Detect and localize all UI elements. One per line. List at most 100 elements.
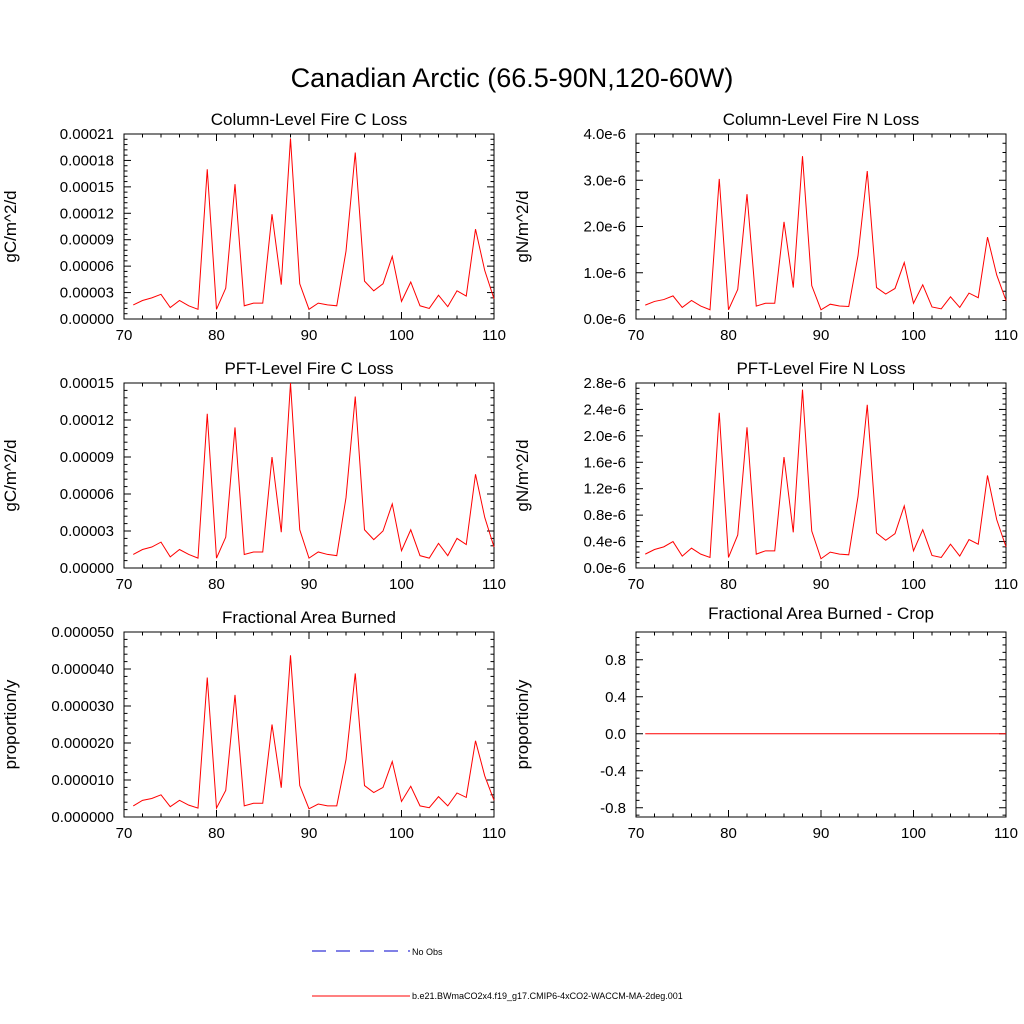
y-axis-label: gC/m^2/d xyxy=(1,439,20,511)
y-tick-label: 0.8 xyxy=(605,652,626,669)
x-tick-label: 80 xyxy=(720,576,737,593)
x-tick-label: 110 xyxy=(482,576,506,593)
panel-title: Column-Level Fire C Loss xyxy=(211,110,408,129)
series-line-0 xyxy=(133,382,495,559)
y-axis-label: gN/m^2/d xyxy=(513,439,532,511)
y-tick-label: 0.00003 xyxy=(60,523,114,540)
legend-model-label: b.e21.BWmaCO2x4.f19_g17.CMIP6-4xCO2-WACC… xyxy=(412,991,683,1001)
y-tick-label: 0.00000 xyxy=(60,560,114,577)
y-tick-label: 0.00000 xyxy=(60,311,114,328)
y-tick-label: -0.8 xyxy=(600,800,626,817)
x-tick-label: 80 xyxy=(208,825,225,842)
y-tick-label: 0.000010 xyxy=(51,772,114,789)
panel-title: PFT-Level Fire N Loss xyxy=(736,359,905,378)
y-axis-label: proportion/y xyxy=(1,679,20,769)
plot-frame xyxy=(635,382,1007,569)
y-tick-label: 1.6e-6 xyxy=(583,454,626,471)
plot-frame xyxy=(123,133,495,320)
y-tick-label: 1.0e-6 xyxy=(583,265,626,282)
x-tick-label: 90 xyxy=(813,576,830,593)
x-tick-label: 70 xyxy=(116,327,133,344)
x-tick-label: 70 xyxy=(628,825,645,842)
x-tick-label: 90 xyxy=(813,327,830,344)
y-tick-label: 0.00009 xyxy=(60,449,114,466)
x-tick-label: 90 xyxy=(301,576,318,593)
panel-fractional-area-burned-crop: 70 80 90 100 110 -0.8 -0.4 0.0 0.4 0.8 Fractional … xyxy=(513,604,1018,842)
y-tick-label: 0.000050 xyxy=(51,624,114,641)
x-tick-label: 110 xyxy=(994,825,1018,842)
series-line-0 xyxy=(132,655,495,810)
y-tick-label: 0.0e-6 xyxy=(583,560,626,577)
y-tick-label: 2.8e-6 xyxy=(583,375,626,392)
series-line-0 xyxy=(645,389,1007,560)
panel-fractional-area-burned: 70 80 90 100 110 0.000000 0.000010 0.000020 0.00… xyxy=(1,608,506,842)
y-tick-label: 0.00006 xyxy=(60,258,114,275)
x-tick-label: 90 xyxy=(813,825,830,842)
series-line-0 xyxy=(133,138,495,311)
series-line-0 xyxy=(645,156,1007,311)
y-tick-label: 3.0e-6 xyxy=(583,172,626,189)
y-tick-label: 0.000040 xyxy=(51,661,114,678)
panel-column-fire-n-loss: 70 80 90 100 110 0.0e-6 1.0e-6 2.0e-6 3.0e-6 4.0e… xyxy=(513,110,1018,344)
y-tick-label: -0.4 xyxy=(600,763,626,780)
figure-title: Canadian Arctic (66.5-90N,120-60W) xyxy=(291,63,734,93)
plot-frame xyxy=(635,133,1007,320)
x-tick-label: 100 xyxy=(389,825,414,842)
x-tick-label: 110 xyxy=(482,327,506,344)
y-axis-label: gC/m^2/d xyxy=(1,190,20,262)
plot-frame xyxy=(123,631,495,818)
x-tick-label: 110 xyxy=(994,327,1018,344)
x-tick-label: 80 xyxy=(208,327,225,344)
y-tick-label: 0.00009 xyxy=(60,232,114,249)
plot-frame xyxy=(123,382,495,569)
y-tick-label: 0.8e-6 xyxy=(583,507,626,524)
x-tick-label: 110 xyxy=(994,576,1018,593)
x-tick-label: 80 xyxy=(208,576,225,593)
panel-pft-fire-c-loss: 70 80 90 100 110 0.00000 0.00003 0.00006 0.00009… xyxy=(1,359,506,593)
x-tick-label: 70 xyxy=(628,576,645,593)
y-tick-label: 0.00021 xyxy=(60,126,114,143)
y-tick-label: 0.00012 xyxy=(60,412,114,429)
plot-frame xyxy=(635,631,1007,818)
y-tick-label: 0.00015 xyxy=(60,375,114,392)
x-tick-label: 70 xyxy=(116,825,133,842)
x-tick-label: 100 xyxy=(389,327,414,344)
x-tick-label: 100 xyxy=(389,576,414,593)
x-tick-label: 100 xyxy=(901,825,926,842)
y-axis-label: proportion/y xyxy=(513,679,532,769)
y-tick-label: 0.0 xyxy=(605,726,626,743)
panel-title: Fractional Area Burned - Crop xyxy=(708,604,934,623)
y-tick-label: 0.000000 xyxy=(51,809,114,826)
panel-column-fire-c-loss: 70 80 90 100 110 0.00000 0.00003 0.00006 0.00009… xyxy=(1,110,506,344)
y-axis-label: gN/m^2/d xyxy=(513,190,532,262)
x-tick-label: 90 xyxy=(301,327,318,344)
x-tick-label: 90 xyxy=(301,825,318,842)
y-tick-label: 1.2e-6 xyxy=(583,481,626,498)
panel-title: PFT-Level Fire C Loss xyxy=(224,359,393,378)
panel-title: Fractional Area Burned xyxy=(222,608,396,627)
panel-title: Column-Level Fire N Loss xyxy=(723,110,920,129)
y-tick-label: 0.00015 xyxy=(60,179,114,196)
y-tick-label: 0.000030 xyxy=(51,698,114,715)
y-tick-label: 0.00003 xyxy=(60,285,114,302)
x-tick-label: 100 xyxy=(901,576,926,593)
panel-pft-fire-n-loss: 70 80 90 100 110 0.0e-6 0.4e-6 0.8e-6 1.2e-6 1.6e… xyxy=(513,359,1018,593)
x-tick-label: 100 xyxy=(901,327,926,344)
y-tick-label: 2.0e-6 xyxy=(583,219,626,236)
legend-obs-label: No Obs xyxy=(412,947,443,957)
y-tick-label: 2.0e-6 xyxy=(583,428,626,445)
y-tick-label: 0.4e-6 xyxy=(583,534,626,551)
x-tick-label: 80 xyxy=(720,327,737,344)
y-tick-label: 0.0e-6 xyxy=(583,311,626,328)
y-tick-label: 0.4 xyxy=(605,689,626,706)
y-tick-label: 4.0e-6 xyxy=(583,126,626,143)
x-tick-label: 80 xyxy=(720,825,737,842)
y-tick-label: 0.000020 xyxy=(51,735,114,752)
y-tick-label: 0.00006 xyxy=(60,486,114,503)
x-tick-label: 110 xyxy=(482,825,506,842)
y-tick-label: 2.4e-6 xyxy=(583,401,626,418)
x-tick-label: 70 xyxy=(628,327,645,344)
legend: No Obs b.e21.BWmaCO2x4.f19_g17.CMIP6-4xC… xyxy=(312,947,683,1001)
y-tick-label: 0.00012 xyxy=(60,205,114,222)
